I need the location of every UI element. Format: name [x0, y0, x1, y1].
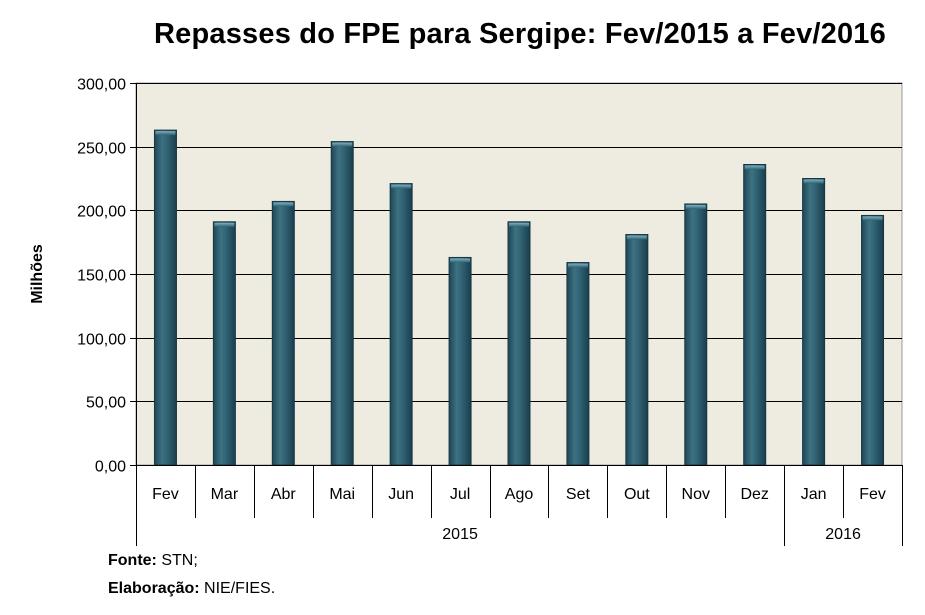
bar-highlight [744, 165, 765, 170]
x-tick-label: Fev [152, 486, 179, 503]
bar-abr-2 [271, 200, 295, 466]
y-tick-label: 150,00 [77, 268, 126, 285]
footer-source: Fonte: STN; [108, 552, 198, 570]
y-tick-label: 100,00 [77, 332, 126, 349]
year-group-label: 2015 [442, 526, 478, 543]
bar-mar-1 [212, 221, 236, 466]
x-tick-label: Jul [450, 486, 470, 503]
x-tick-label: Jan [801, 486, 827, 503]
x-tick-label: Dez [740, 486, 768, 503]
bar [330, 141, 354, 466]
axes [136, 83, 903, 546]
bar [153, 129, 177, 466]
x-tick-label: Ago [505, 486, 534, 503]
bar [212, 221, 236, 466]
source-value: STN; [161, 552, 198, 569]
bar [802, 178, 826, 466]
bar-highlight [626, 235, 647, 240]
x-tick-label: Nov [682, 486, 710, 503]
bar-set-7 [566, 262, 590, 466]
bar-mai-3 [330, 141, 354, 466]
bar-highlight [862, 216, 883, 221]
bar-out-8 [625, 234, 649, 466]
bar-nov-9 [684, 203, 708, 466]
source-label: Fonte: [108, 552, 157, 569]
bar [389, 183, 413, 466]
bar [507, 221, 531, 466]
bar [566, 262, 590, 466]
bar-highlight [391, 184, 412, 189]
bar-jan-11 [802, 178, 826, 466]
bar-dez-10 [743, 163, 767, 466]
credit-label: Elaboração: [108, 580, 200, 597]
bar-highlight [273, 202, 294, 207]
x-axis-labels: Fev Mar Abr Mai Jun Jul Ago Set Out Nov Dez Jan Fev 2… [152, 486, 886, 543]
chart-title: Repasses do FPE para Sergipe: Fev/2015 a… [154, 18, 886, 50]
bar [448, 256, 472, 466]
x-tick-label: Abr [271, 486, 297, 503]
bar [743, 163, 767, 466]
x-tick-label: Out [624, 486, 650, 503]
bar-highlight [567, 263, 588, 268]
bar-highlight [214, 222, 235, 227]
bar-highlight [803, 179, 824, 184]
bar-jul-5 [448, 256, 472, 466]
x-tick-label: Set [566, 486, 591, 503]
footer-credit: Elaboração: NIE/FIES. [108, 580, 275, 598]
bar-highlight [509, 222, 529, 227]
y-axis-label: Milhões [29, 244, 46, 304]
y-tick-label: 0,00 [95, 459, 126, 476]
credit-value: NIE/FIES. [204, 580, 276, 597]
bar [684, 203, 708, 466]
x-tick-label: Mar [211, 486, 239, 503]
bar-ago-6 [507, 221, 531, 466]
bar-highlight [155, 131, 176, 136]
bars [153, 129, 885, 466]
year-group-label: 2016 [825, 526, 861, 543]
y-tick-label: 200,00 [77, 204, 126, 221]
bar-highlight [332, 142, 353, 147]
x-tick-label: Mai [329, 486, 355, 503]
bar-fev-0 [153, 129, 177, 466]
bar [271, 200, 295, 466]
x-tick-label: Jun [388, 486, 414, 503]
bar [861, 214, 885, 466]
y-tick-label: 300,00 [77, 77, 126, 94]
bar [625, 234, 649, 466]
y-tick-label: 50,00 [86, 395, 126, 412]
x-tick-label: Fev [859, 486, 886, 503]
y-axis-ticks: 0,00 50,00 100,00 150,00 200,00 250,00 300,00 [77, 77, 136, 476]
bar-jun-4 [389, 183, 413, 466]
bar-highlight [685, 204, 706, 209]
y-tick-label: 250,00 [77, 141, 126, 158]
bar-highlight [450, 258, 471, 263]
bar-fev-12 [861, 214, 885, 466]
